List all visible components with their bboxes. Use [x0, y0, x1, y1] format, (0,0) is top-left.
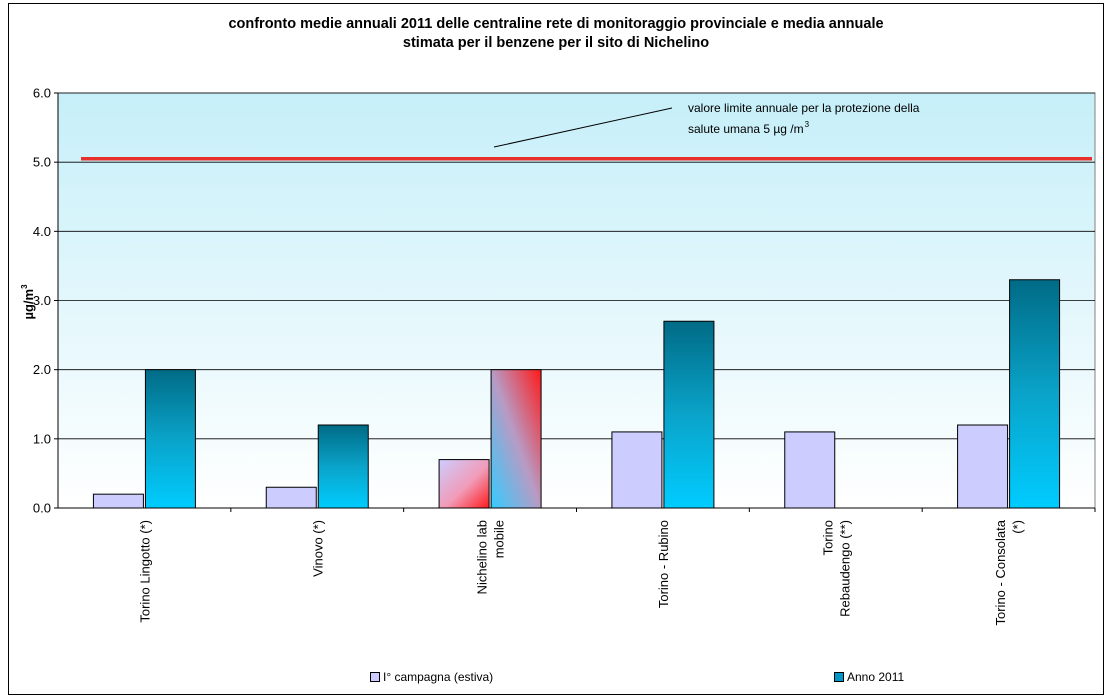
legend-item-series-1: I° campagna (estiva) — [370, 670, 493, 684]
y-axis-label-group: µg/m3 — [20, 284, 36, 320]
bar-anno-2011 — [317, 424, 369, 509]
legend-swatch-series-2 — [834, 672, 844, 682]
bar-anno-2011 — [663, 320, 715, 509]
legend-item-series-2: Anno 2011 — [834, 670, 904, 684]
x-tick-label-line: Torino - Rubino — [656, 520, 671, 608]
bar-campagna — [611, 431, 663, 509]
bar-anno-2011 — [144, 369, 196, 509]
axes: 0.0 1.0 2.0 3.0 4.0 5.0 6.0 Torino Lingotto (*)… — [33, 86, 1096, 626]
x-tick-label: Torino - Consolata (*) — [993, 519, 1025, 625]
gridlines — [58, 92, 1095, 440]
y-axis-label-text: µg/m3 — [20, 284, 36, 320]
x-tick-label-line: Torino - Consolata — [993, 519, 1008, 625]
legend: I° campagna (estiva) Anno 2011 — [0, 670, 1112, 688]
y-axis-label-superscript: 3 — [20, 284, 29, 289]
y-tick-label: 2.0 — [33, 362, 51, 377]
bar-campagna — [784, 431, 836, 509]
x-tick-label-line: Torino — [820, 520, 835, 555]
y-tick-label: 1.0 — [33, 431, 51, 446]
legend-label-series-2: Anno 2011 — [847, 670, 905, 684]
chart-title-line-2: stimata per il benzene per il sito di Ni… — [402, 35, 710, 51]
y-tick-label: 4.0 — [33, 224, 51, 239]
bars — [92, 279, 1061, 509]
bar-campagna — [92, 493, 144, 509]
x-tick-label: Nichelino lab mobile — [475, 520, 507, 594]
annotation-text-line-2: salute umana 5 µg /m — [688, 122, 804, 136]
x-tick-label-line: Vinovo (*) — [310, 520, 325, 577]
y-tick-label: 3.0 — [33, 293, 51, 308]
x-tick-label: Vinovo (*) — [310, 520, 325, 577]
legend-swatch-series-1 — [370, 672, 380, 682]
annotation-superscript: 3 — [805, 120, 810, 129]
chart-title-line-1: confronto medie annuali 2011 delle centr… — [228, 16, 884, 32]
chart-title: confronto medie annuali 2011 delle centr… — [0, 15, 1112, 53]
x-tick-label-line: Nichelino lab — [475, 520, 490, 594]
limit-annotation: valore limite annuale per la protezione … — [493, 101, 920, 148]
y-axis-label: µg/m3 — [20, 284, 36, 320]
x-tick-label: Torino - Rubino — [656, 520, 671, 608]
x-tick-label-line: mobile — [492, 520, 507, 558]
x-tick-label-line: Rebaudengo (**) — [837, 520, 852, 617]
y-tick-label: 0.0 — [33, 501, 51, 516]
bar-campagna — [957, 424, 1009, 509]
x-tick-label: Torino Lingotto (*) — [137, 520, 152, 623]
y-tick-label: 5.0 — [33, 155, 51, 170]
bar-anno-2011 — [1009, 279, 1061, 509]
y-tick-label: 6.0 — [33, 86, 51, 101]
bar-anno-2011 — [490, 369, 542, 509]
bar-campagna — [265, 486, 317, 509]
bar-campagna — [438, 459, 490, 509]
x-tick-label-line: Torino Lingotto (*) — [137, 520, 152, 623]
annotation-leader-line — [493, 107, 673, 148]
legend-label-series-1: I° campagna (estiva) — [383, 670, 494, 684]
x-tick-label: Torino Rebaudengo (**) — [820, 520, 852, 617]
annotation-text-line-1: valore limite annuale per la protezione … — [688, 101, 920, 115]
x-tick-label-line: (*) — [1010, 520, 1025, 534]
